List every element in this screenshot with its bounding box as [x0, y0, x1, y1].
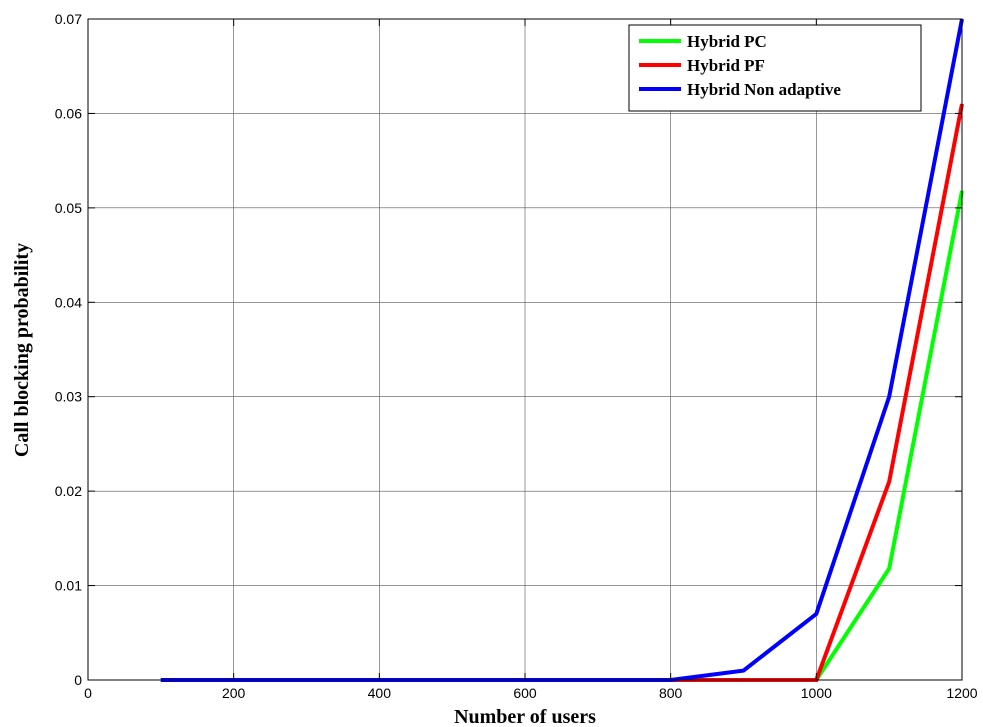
y-tick-label: 0.07: [55, 11, 82, 27]
x-tick-label: 400: [368, 685, 392, 701]
y-tick-label: 0.06: [55, 105, 82, 121]
y-tick-label: 0.03: [55, 389, 82, 405]
legend-label-0: Hybrid PC: [687, 32, 767, 51]
legend-label-1: Hybrid PF: [687, 56, 765, 75]
y-tick-label: 0.02: [55, 483, 82, 499]
legend-label-2: Hybrid Non adaptive: [687, 80, 841, 99]
y-tick-labels: 0 0.01 0.02 0.03 0.04 0.05 0.06 0.07: [55, 11, 82, 688]
y-tick-label: 0: [74, 672, 82, 688]
legend: Hybrid PC Hybrid PF Hybrid Non adaptive: [628, 24, 922, 112]
y-tick-label: 0.01: [55, 578, 82, 594]
grid-lines: [88, 19, 962, 680]
x-tick-label: 800: [659, 685, 683, 701]
y-tick-label: 0.05: [55, 200, 82, 216]
x-tick-label: 1000: [801, 685, 832, 701]
y-axis-title: Call blocking probability: [11, 243, 33, 457]
x-tick-labels: 0 200 400 600 800 1000 1200: [84, 685, 978, 701]
x-tick-label: 600: [513, 685, 537, 701]
x-tick-label: 1200: [946, 685, 977, 701]
x-axis-title: Number of users: [454, 706, 596, 727]
x-tick-label: 200: [222, 685, 246, 701]
x-tick-label: 0: [84, 685, 92, 701]
axis-ticks: [87, 18, 963, 681]
y-tick-label: 0.04: [55, 294, 82, 310]
